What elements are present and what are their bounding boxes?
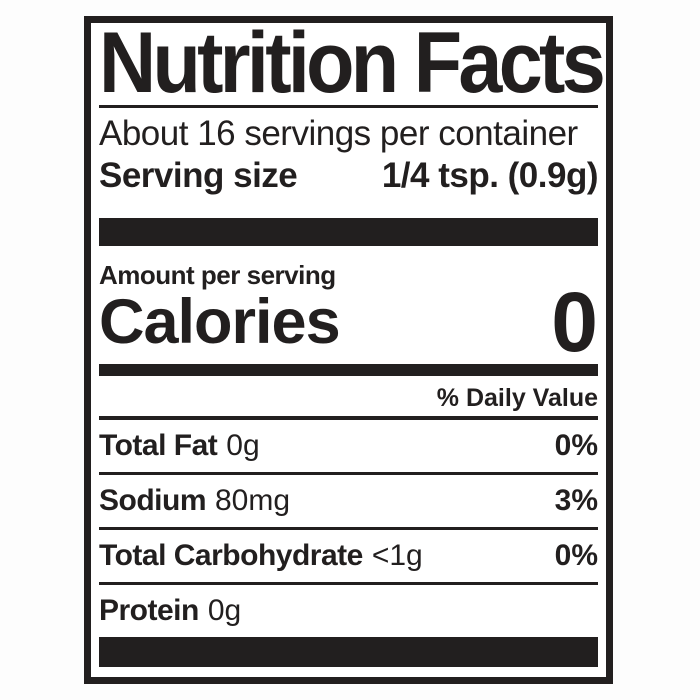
nutrient-amount: 80mg xyxy=(215,484,291,517)
nutrient-name: Total Fat xyxy=(99,429,218,462)
nutrient-left: Total Fat 0g xyxy=(99,430,260,462)
serving-size-label: Serving size xyxy=(99,156,298,195)
nutrient-row-protein: Protein 0g xyxy=(99,582,598,637)
nutrient-row-total-fat: Total Fat 0g 0% xyxy=(99,420,598,472)
calories-value: 0 xyxy=(551,275,598,369)
serving-size-value: 1/4 tsp. (0.9g) xyxy=(381,156,599,195)
daily-value-header: % Daily Value xyxy=(436,384,598,412)
nutrient-left: Total Carbohydrate <1g xyxy=(99,540,423,572)
nutrition-facts-label: Nutrition Facts About 16 servings per co… xyxy=(84,16,613,684)
amount-per-serving-label: Amount per serving xyxy=(99,260,336,290)
label-title: Nutrition Facts xyxy=(99,23,606,106)
nutrient-row-total-carbohydrate: Total Carbohydrate <1g 0% xyxy=(99,527,598,582)
nutrient-left: Sodium 80mg xyxy=(99,485,290,517)
calories-separator-bar xyxy=(99,364,598,376)
serving-section-separator-bar xyxy=(99,218,598,246)
servings-per-container: About 16 servings per container xyxy=(99,114,578,153)
nutrient-daily-value: 3% xyxy=(554,484,598,517)
nutrient-amount: 0g xyxy=(207,594,242,627)
title-divider xyxy=(99,105,598,108)
nutrient-name: Total Carbohydrate xyxy=(99,539,363,572)
nutrient-name: Sodium xyxy=(99,484,207,517)
daily-value-divider xyxy=(99,416,598,420)
serving-size-row: Serving size 1/4 tsp. (0.9g) xyxy=(99,154,599,198)
bottom-bar xyxy=(99,637,598,667)
calories-row: Calories 0 xyxy=(99,275,598,369)
nutrient-amount: 0g xyxy=(226,429,260,462)
nutrient-left: Protein 0g xyxy=(99,595,241,627)
nutrient-daily-value: 0% xyxy=(554,539,598,572)
nutrient-name: Protein xyxy=(99,594,199,627)
nutrient-row-sodium: Sodium 80mg 3% xyxy=(99,472,598,527)
label-title-text: Nutrition Facts xyxy=(99,16,606,111)
calories-label: Calories xyxy=(99,287,341,357)
nutrient-daily-value: 0% xyxy=(554,429,598,462)
nutrient-amount: <1g xyxy=(371,539,423,572)
